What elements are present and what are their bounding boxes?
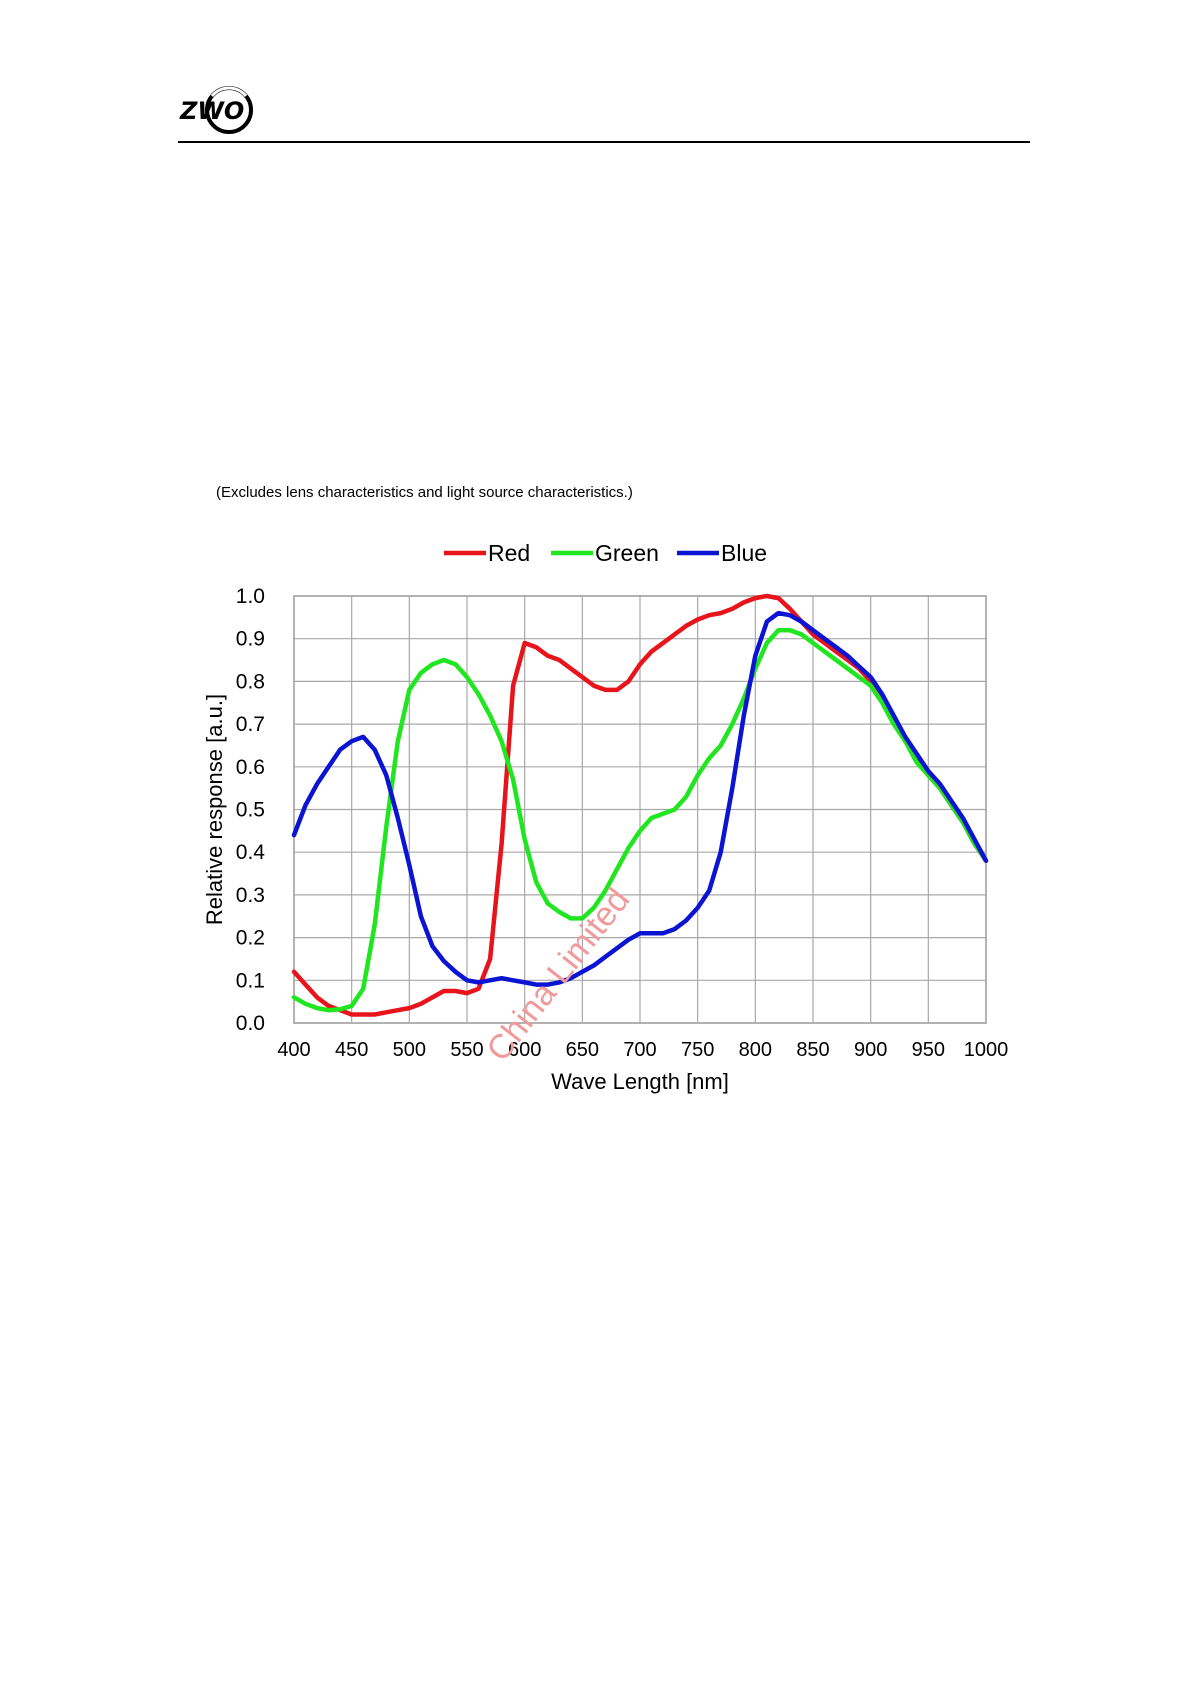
logo-text: ZWO xyxy=(179,97,244,125)
x-tick-label: 450 xyxy=(335,1039,368,1061)
y-tick-label: 0.8 xyxy=(236,670,265,693)
y-tick-label: 0.4 xyxy=(236,841,266,864)
y-tick-label: 0.9 xyxy=(236,628,265,651)
x-tick-label: 500 xyxy=(393,1039,426,1061)
zwo-logo: ZWO xyxy=(176,82,258,138)
x-tick-label: 750 xyxy=(681,1039,714,1061)
y-tick-label: 0.0 xyxy=(236,1012,265,1035)
series-line-red xyxy=(291,593,989,1017)
x-tick-label: 550 xyxy=(450,1039,483,1061)
chart-note: (Excludes lens characteristics and light… xyxy=(216,484,633,501)
y-tick-label: 0.6 xyxy=(236,756,265,779)
legend-label-green: Green xyxy=(595,540,659,566)
y-tick-label: 0.2 xyxy=(236,927,265,950)
y-axis-label: Relative response [a.u.] xyxy=(202,694,227,925)
x-tick-label: 850 xyxy=(796,1039,829,1061)
x-tick-label: 600 xyxy=(508,1039,541,1061)
legend-label-blue: Blue xyxy=(721,540,767,566)
x-tick-label: 650 xyxy=(566,1039,599,1061)
y-tick-label: 0.3 xyxy=(236,884,265,907)
series-line-green xyxy=(291,627,989,1013)
x-axis-label: Wave Length [nm] xyxy=(551,1069,729,1094)
y-tick-label: 0.7 xyxy=(236,713,265,736)
legend-label-red: Red xyxy=(488,540,530,566)
x-tick-label: 950 xyxy=(912,1039,945,1061)
y-tick-label: 0.1 xyxy=(236,969,265,992)
x-tick-label: 900 xyxy=(854,1039,887,1061)
y-tick-label: 0.5 xyxy=(236,799,265,822)
y-tick-label: 1.0 xyxy=(236,585,265,608)
x-tick-label: 800 xyxy=(739,1039,772,1061)
x-tick-label: 700 xyxy=(623,1039,656,1061)
series-line-blue xyxy=(291,610,989,987)
x-tick-label: 400 xyxy=(277,1039,310,1061)
header-divider xyxy=(178,141,1030,143)
x-tick-label: 1000 xyxy=(964,1039,1009,1061)
